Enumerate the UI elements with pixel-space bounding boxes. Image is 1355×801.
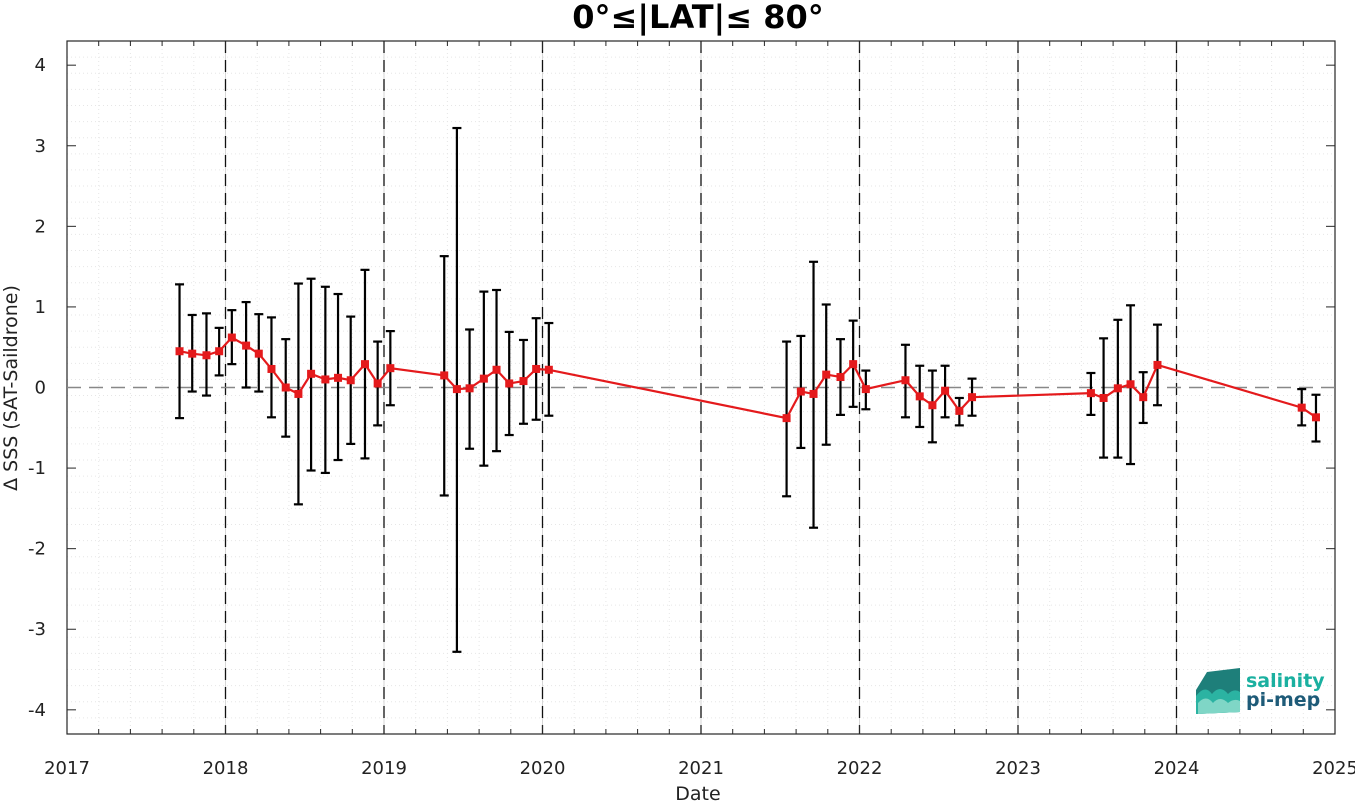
x-tick-labels: 2017 2018 2019 2020 2021 2022 2023 2024 2025	[44, 758, 1355, 779]
y-tick-label: -1	[28, 458, 46, 479]
data-point	[294, 389, 303, 398]
data-point	[242, 341, 251, 350]
data-point	[505, 379, 514, 388]
y-tick-label: -2	[28, 539, 46, 560]
data-point	[519, 377, 528, 386]
x-tick-label: 2017	[44, 758, 90, 779]
data-point	[360, 360, 369, 369]
data-point	[968, 393, 977, 402]
data-point	[281, 383, 290, 392]
data-point	[373, 379, 382, 388]
x-tick-label: 2024	[1154, 758, 1200, 779]
data-point	[849, 360, 858, 369]
y-tick-label: 4	[35, 55, 46, 76]
logo-waves-icon	[1196, 668, 1240, 714]
data-point	[465, 384, 474, 393]
logo-line-1: salinity	[1246, 670, 1325, 692]
data-point	[202, 351, 211, 360]
data-point	[175, 347, 184, 356]
logo-line-2: pi-mep	[1246, 689, 1320, 711]
salinity-pi-mep-logo: salinity pi-mep	[1196, 668, 1325, 714]
data-point	[1153, 360, 1162, 369]
y-tick-label: -3	[28, 619, 46, 640]
x-tick-label: 2023	[995, 758, 1041, 779]
data-point	[215, 347, 224, 356]
y-axis-label: Δ SSS (SAT-Saildrone)	[0, 285, 22, 491]
data-markers	[175, 333, 1320, 423]
data-point	[532, 364, 541, 373]
year-separators	[224, 41, 1178, 734]
data-point	[1126, 380, 1135, 389]
data-point	[1113, 384, 1122, 393]
data-point	[334, 373, 343, 382]
data-point	[386, 364, 395, 373]
data-point	[321, 375, 330, 384]
x-tick-label: 2018	[203, 758, 249, 779]
y-tick-label: 2	[35, 216, 46, 237]
data-point	[346, 376, 355, 385]
data-point	[452, 385, 461, 394]
data-point	[544, 365, 553, 374]
data-point	[822, 370, 831, 379]
y-tick-labels: -4 -3 -2 -1 0 1 2 3 4	[28, 55, 46, 721]
data-point	[479, 374, 488, 383]
data-point	[941, 386, 950, 395]
x-tick-label: 2020	[520, 758, 566, 779]
data-point	[1139, 393, 1148, 402]
x-tick-label: 2021	[678, 758, 724, 779]
y-tick-label: 1	[35, 297, 46, 318]
data-point	[782, 414, 791, 423]
data-point	[254, 349, 263, 358]
data-point	[440, 371, 449, 380]
data-point	[901, 376, 910, 385]
y-tick-label: -4	[28, 700, 46, 721]
x-tick-label: 2022	[837, 758, 883, 779]
data-point	[307, 369, 316, 378]
x-tick-label: 2025	[1312, 758, 1355, 779]
data-point	[809, 389, 818, 398]
x-tick-label: 2019	[361, 758, 407, 779]
data-point	[227, 333, 236, 342]
data-point	[861, 385, 870, 394]
data-point	[267, 364, 276, 373]
data-point	[928, 401, 937, 410]
data-point	[1086, 389, 1095, 398]
chart-title: 0°≤|LAT|≤ 80°	[572, 0, 823, 37]
data-point	[1099, 393, 1108, 402]
data-point	[836, 373, 845, 382]
data-point	[188, 349, 197, 358]
data-point	[492, 365, 501, 374]
data-point	[1297, 403, 1306, 412]
data-point	[1311, 413, 1320, 422]
y-tick-label: 0	[35, 378, 46, 399]
data-point	[915, 392, 924, 401]
data-point	[796, 387, 805, 396]
data-point	[955, 406, 964, 415]
y-tick-label: 3	[35, 136, 46, 157]
x-axis-label: Date	[675, 783, 720, 801]
